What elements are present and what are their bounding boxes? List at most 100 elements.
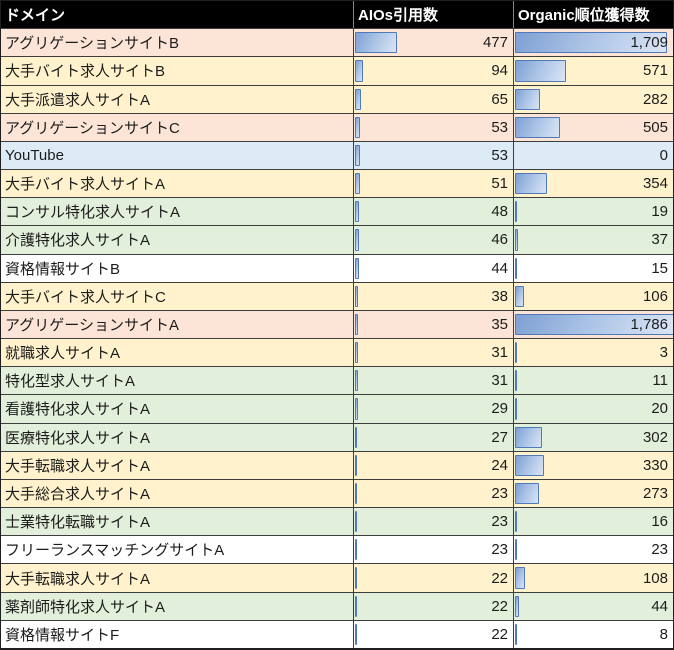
domain-cell[interactable]: 大手バイト求人サイトB xyxy=(1,57,354,85)
aios-databar xyxy=(355,398,358,420)
table-row: 大手派遣求人サイトA 65 282 xyxy=(1,85,673,114)
aios-databar xyxy=(355,201,360,223)
aios-citations-cell[interactable]: 48 xyxy=(354,198,514,226)
domain-cell[interactable]: 大手総合求人サイトA xyxy=(1,479,354,508)
domain-cell[interactable]: 看護特化求人サイトA xyxy=(1,395,354,423)
organic-rankings-cell[interactable]: 19 xyxy=(514,198,673,225)
organic-rankings-cell[interactable]: 8 xyxy=(514,621,673,648)
domain-cell[interactable]: 大手転職求人サイトA xyxy=(1,564,354,592)
domain-label: 大手総合求人サイトA xyxy=(5,486,151,503)
domain-cell[interactable]: アグリゲーションサイトB xyxy=(1,29,354,57)
domain-cell[interactable]: アグリゲーションサイトA xyxy=(1,310,354,339)
domain-cell[interactable]: 大手派遣求人サイトA xyxy=(1,85,354,113)
organic-value: 273 xyxy=(642,485,668,502)
aios-citations-cell[interactable]: 22 xyxy=(354,620,514,648)
organic-databar xyxy=(515,313,673,336)
header-cell-organic-rankings[interactable]: Organic順位獲得数 xyxy=(514,1,673,28)
organic-rankings-cell[interactable]: 1,786 xyxy=(514,311,673,338)
header-cell-domain[interactable]: ドメイン xyxy=(1,1,354,29)
aios-citations-cell[interactable]: 22 xyxy=(354,592,514,620)
domain-cell[interactable]: 資格情報サイトB xyxy=(1,254,354,282)
aios-citations-cell[interactable]: 29 xyxy=(354,395,514,423)
aios-citations-cell[interactable]: 53 xyxy=(354,113,514,141)
aios-citations-cell[interactable]: 38 xyxy=(354,282,514,310)
aios-citations-cell[interactable]: 477 xyxy=(354,29,514,57)
organic-value: 23 xyxy=(651,541,668,559)
organic-rankings-cell[interactable]: 37 xyxy=(514,226,673,253)
aios-citations-cell[interactable]: 35 xyxy=(354,310,514,339)
aios-citations-cell[interactable]: 53 xyxy=(354,141,514,170)
organic-rankings-cell[interactable]: 3 xyxy=(514,339,673,366)
organic-databar xyxy=(515,173,547,195)
organic-rankings-cell[interactable]: 11 xyxy=(514,367,673,394)
aios-databar xyxy=(355,88,361,110)
organic-rankings-cell[interactable]: 23 xyxy=(514,536,673,563)
organic-rankings-cell[interactable]: 16 xyxy=(514,508,673,535)
domain-cell[interactable]: 大手バイト求人サイトC xyxy=(1,282,354,310)
aios-value: 35 xyxy=(491,315,508,333)
domain-cell[interactable]: 薬剤師特化求人サイトA xyxy=(1,592,354,620)
organic-rankings-cell[interactable]: 282 xyxy=(514,86,673,113)
aios-value: 29 xyxy=(491,400,508,418)
organic-value: 1,709 xyxy=(630,34,668,52)
aios-databar xyxy=(355,257,359,279)
domain-label: 介護特化求人サイトA xyxy=(5,232,151,250)
aios-citations-cell[interactable]: 46 xyxy=(354,226,514,254)
aios-citations-cell[interactable]: 65 xyxy=(354,85,514,113)
organic-rankings-cell[interactable]: 44 xyxy=(514,593,673,620)
table-row: 薬剤師特化求人サイトA 22 44 xyxy=(1,592,673,621)
organic-rankings-cell[interactable]: 330 xyxy=(514,452,673,479)
table-row: 看護特化求人サイトA 29 20 xyxy=(1,395,673,424)
aios-citations-cell[interactable]: 31 xyxy=(354,339,514,367)
domain-label: YouTube xyxy=(5,146,64,164)
aios-citations-cell[interactable]: 27 xyxy=(354,423,514,451)
organic-rankings-cell[interactable]: 354 xyxy=(514,170,673,197)
organic-rankings-cell[interactable]: 302 xyxy=(514,424,673,451)
domain-label: 大手派遣求人サイトA xyxy=(5,91,151,109)
domain-cell[interactable]: 就職求人サイトA xyxy=(1,339,354,367)
aios-citations-cell[interactable]: 31 xyxy=(354,367,514,395)
aios-citations-cell[interactable]: 44 xyxy=(354,254,514,282)
organic-value: 108 xyxy=(642,569,668,587)
domain-label: 就職求人サイトA xyxy=(5,345,121,363)
organic-rankings-cell[interactable]: 108 xyxy=(514,564,673,591)
aios-databar xyxy=(355,229,360,251)
domain-cell[interactable]: 士業特化転職サイトA xyxy=(1,508,354,536)
organic-rankings-cell[interactable]: 571 xyxy=(514,57,673,84)
domain-cell[interactable]: 大手転職求人サイトA xyxy=(1,451,354,479)
organic-rankings-cell[interactable]: 0 xyxy=(514,142,673,169)
domain-cell[interactable]: 介護特化求人サイトA xyxy=(1,226,354,254)
domain-label: アグリゲーションサイトC xyxy=(5,119,180,137)
domain-cell[interactable]: 特化型求人サイトA xyxy=(1,367,354,395)
aios-databar xyxy=(355,313,359,336)
organic-rankings-cell[interactable]: 20 xyxy=(514,395,673,422)
domain-cell[interactable]: フリーランスマッチングサイトA xyxy=(1,536,354,564)
domain-cell[interactable]: YouTube xyxy=(1,141,354,170)
aios-citations-cell[interactable]: 23 xyxy=(354,536,514,564)
domain-cell[interactable]: コンサル特化求人サイトA xyxy=(1,198,354,226)
organic-rankings-cell[interactable]: 273 xyxy=(514,480,673,507)
organic-rankings-cell[interactable]: 505 xyxy=(514,114,673,141)
organic-value: 354 xyxy=(642,175,668,193)
domain-cell[interactable]: 医療特化求人サイトA xyxy=(1,423,354,451)
organic-databar xyxy=(515,539,518,561)
aios-citations-cell[interactable]: 23 xyxy=(354,508,514,536)
aios-citations-cell[interactable]: 94 xyxy=(354,57,514,85)
domain-cell[interactable]: 大手バイト求人サイトA xyxy=(1,170,354,198)
aios-value: 65 xyxy=(491,90,508,108)
domain-cell[interactable]: アグリゲーションサイトC xyxy=(1,113,354,141)
header-row: ドメイン AIOs引用数 Organic順位獲得数 xyxy=(1,1,673,30)
header-cell-aios-citations[interactable]: AIOs引用数 xyxy=(354,1,514,29)
aios-citations-cell[interactable]: 22 xyxy=(354,564,514,592)
organic-rankings-cell[interactable]: 106 xyxy=(514,283,673,310)
aios-citations-cell[interactable]: 23 xyxy=(354,479,514,508)
organic-databar xyxy=(515,342,517,364)
table-row: 介護特化求人サイトA 46 37 xyxy=(1,226,673,255)
organic-value: 8 xyxy=(659,625,668,643)
organic-rankings-cell[interactable]: 1,709 xyxy=(514,29,673,56)
aios-citations-cell[interactable]: 24 xyxy=(354,451,514,479)
aios-citations-cell[interactable]: 51 xyxy=(354,170,514,198)
organic-rankings-cell[interactable]: 15 xyxy=(514,255,673,282)
domain-cell[interactable]: 資格情報サイトF xyxy=(1,620,354,648)
aios-value: 31 xyxy=(491,372,508,390)
